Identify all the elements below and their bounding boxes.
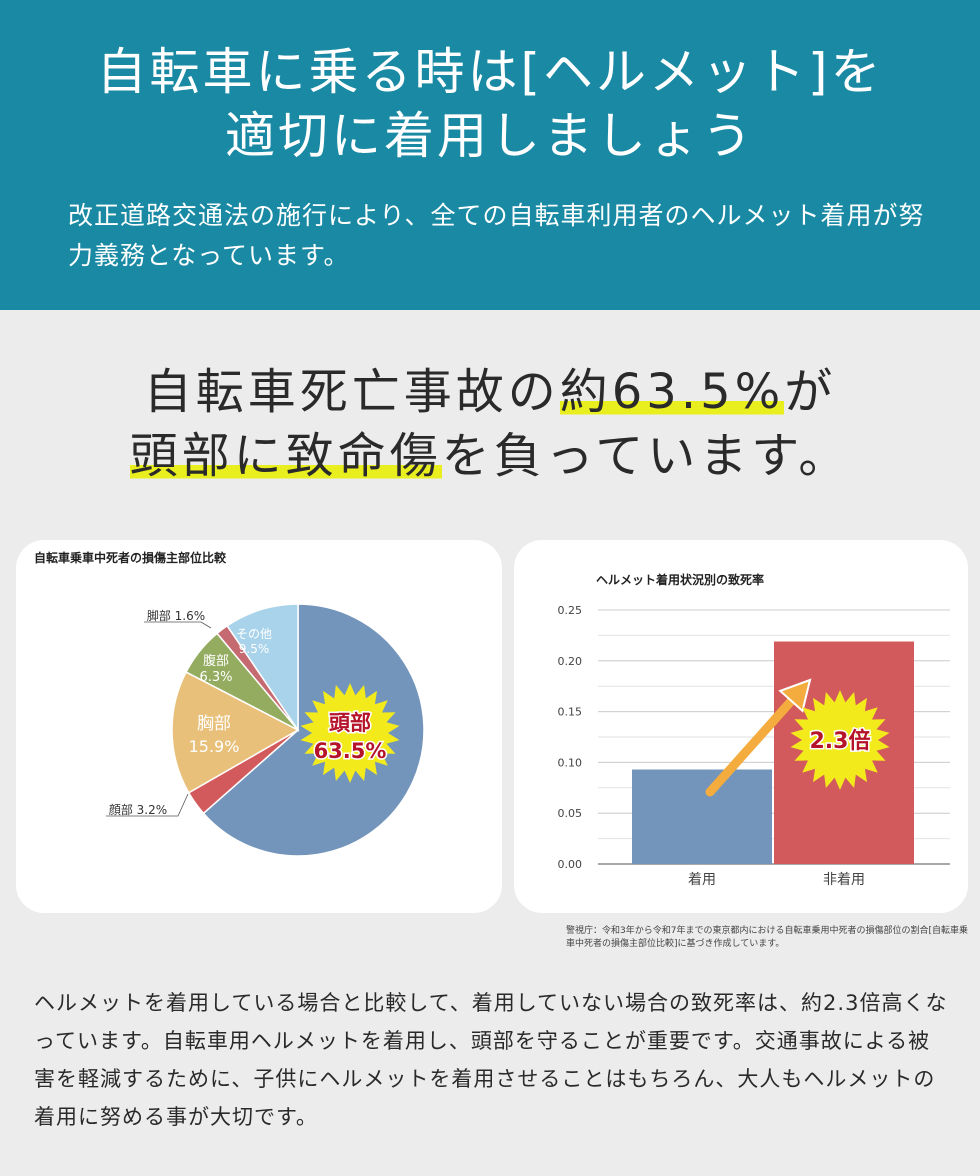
- increase-arrow-shaft: [705, 690, 802, 797]
- pie-leader-leg: [144, 621, 212, 629]
- pie-label-head: 頭部: [329, 711, 371, 735]
- ratio-starburst-badge: [790, 690, 890, 790]
- headline-part2: が: [784, 364, 837, 420]
- pie-slice-other: [226, 603, 299, 733]
- ratio-annotation: 2.3倍: [810, 728, 871, 754]
- bar-ytick-label: 0.25: [558, 604, 583, 617]
- pie-chart-title: 自転車乗車中死者の損傷主部位比較: [34, 550, 227, 565]
- bar-ytick-label: 0.05: [558, 807, 583, 820]
- bar-chart: ヘルメット着用状況別の致死率 0.000.050.100.150.200.25 …: [558, 572, 950, 888]
- headline-line2: 頭部に致命傷を負っています。: [0, 424, 980, 488]
- bar-ytick-label: 0.15: [558, 706, 583, 719]
- pie-value-chest: 15.9%: [189, 737, 240, 756]
- pie-chart: 自転車乗車中死者の損傷主部位比較 頭部 63.5% 胸部 15.9% 腹部6.3% その他…: [34, 550, 425, 857]
- bar-chart-title: ヘルメット着用状況別の致死率: [596, 572, 764, 587]
- headline: 自転車死亡事故の約63.5%が 頭部に致命傷を負っています。: [0, 360, 980, 488]
- bar-ytick-label: 0.20: [558, 655, 583, 668]
- headline-part1: 自転車死亡事故の: [143, 364, 560, 420]
- page-title-line1: 自転車に乗る時は[ヘルメット]を: [96, 43, 884, 101]
- pie-label-face: 顔部 3.2%: [109, 802, 167, 817]
- pie-chart-card: 自転車乗車中死者の損傷主部位比較 頭部 63.5% 胸部 15.9% 腹部 6.3% その他…: [16, 540, 502, 913]
- head-starburst-badge: [300, 683, 400, 783]
- header-banner: 自転車に乗る時は[ヘルメット]を 適切に着用しましょう 改正道路交通法の施行によ…: [0, 0, 980, 310]
- body-paragraph: ヘルメットを着用している場合と比較して、着用していない場合の致死率は、約2.3倍…: [34, 991, 948, 1129]
- page-title-line2: 適切に着用しましょう: [225, 107, 755, 165]
- bar-chart-card: ヘルメット着用状況別の致死率 0.00 0.05 0.10 0.15 0.20 0.25 …: [514, 540, 968, 913]
- pie-label-chest: 胸部: [197, 714, 231, 734]
- pie-slice-chest: [171, 671, 300, 794]
- bar-ytick-label: 0.10: [558, 756, 583, 769]
- pie-label-other: その他: [236, 627, 272, 641]
- pie-value-other: 9.5%: [239, 642, 270, 656]
- page-subtitle: 改正道路交通法の施行により、全ての自転車利用者のヘルメット着用が努力義務となって…: [68, 201, 925, 270]
- bar-worn: [632, 769, 772, 864]
- bar-ytick-label: 0.00: [558, 858, 583, 871]
- source-note: 警視庁：令和3年から令和7年までの東京都内における自転車乗用中死者の損傷部位の割…: [566, 926, 968, 949]
- pie-label-leg: 脚部 1.6%: [147, 608, 205, 623]
- pie-value-head: 63.5%: [314, 739, 387, 763]
- pie-leader-face: [106, 793, 189, 817]
- page-title: 自転車に乗る時は[ヘルメット]を 適切に着用しましょう: [0, 40, 980, 168]
- increase-arrow-head: [778, 678, 812, 713]
- headline-part3: を負っています。: [441, 428, 851, 484]
- headline-highlight1: 約63.5%: [559, 364, 785, 420]
- bar-xlabel-worn: 着用: [688, 872, 716, 888]
- headline-line1: 自転車死亡事故の約63.5%が: [0, 360, 980, 424]
- pie-label-abdomen: 腹部: [203, 653, 229, 669]
- headline-highlight2: 頭部に致命傷: [129, 428, 442, 484]
- pie-value-abdomen: 6.3%: [199, 670, 232, 685]
- bar-xlabel-not-worn: 非着用: [823, 872, 865, 888]
